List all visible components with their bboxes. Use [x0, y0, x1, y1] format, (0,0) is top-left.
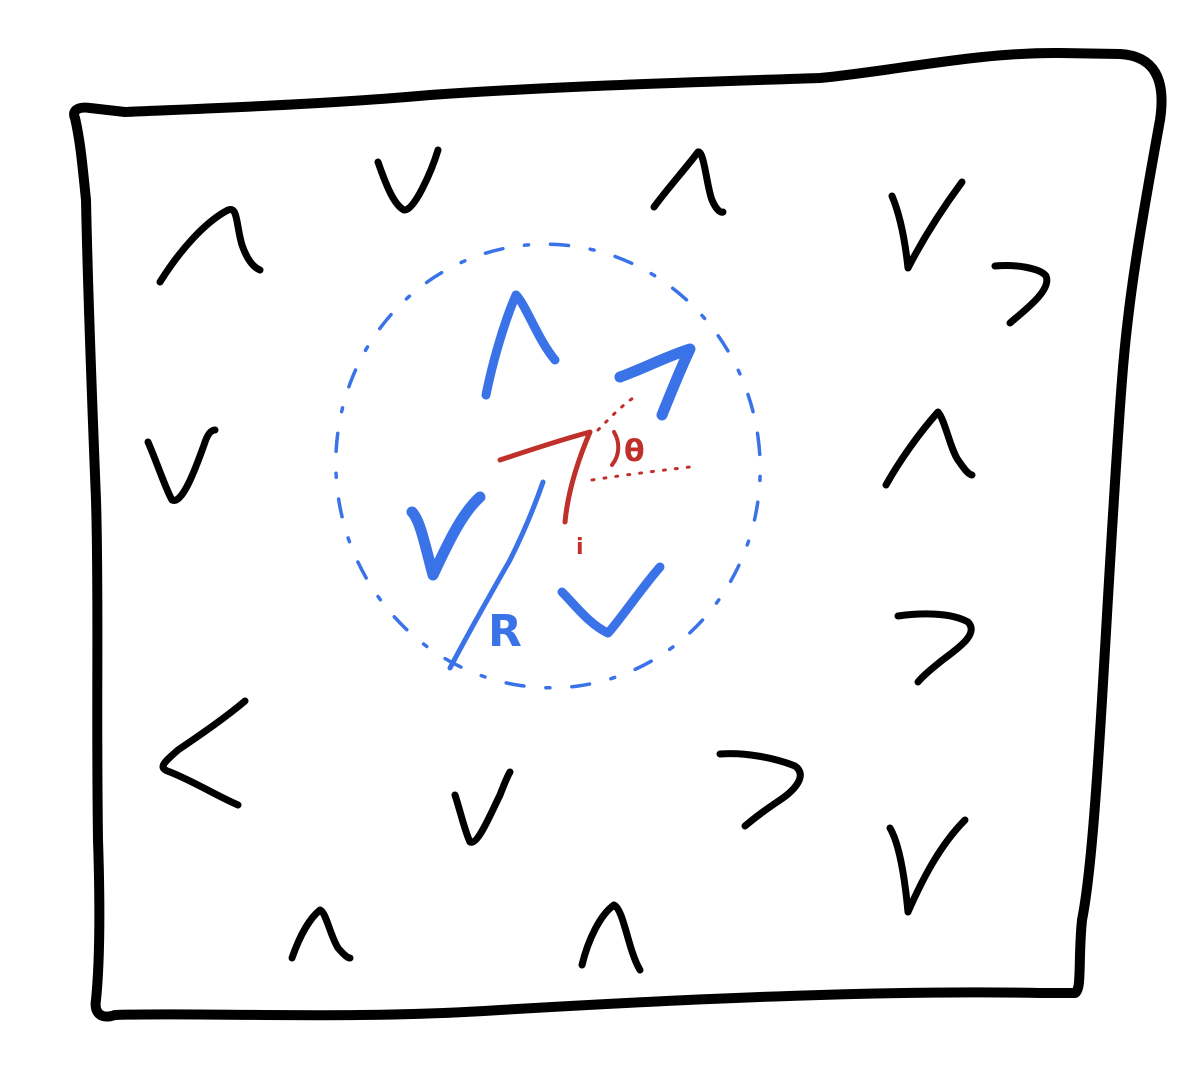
neighborhood-circle: [334, 242, 762, 690]
radius-label: R: [488, 606, 522, 657]
direction-dotted-line: [596, 394, 638, 432]
chevron-down-icon: [406, 491, 486, 581]
chevron-right-icon: [894, 610, 975, 686]
chevron-up-icon: [578, 901, 644, 974]
chevron-right-icon: [991, 262, 1051, 327]
radius-line: [447, 479, 546, 671]
chevron-up-icon: [288, 906, 354, 962]
reference-dotted-line: [590, 464, 700, 482]
chevron-up-icon: [650, 148, 727, 216]
angle-arc: [610, 430, 621, 467]
chevron-left-icon: [159, 697, 249, 809]
chevron-up-icon: [156, 206, 264, 286]
angle-marker: [497, 394, 700, 525]
theta-label: θ: [624, 434, 645, 469]
chevron-down-icon: [886, 816, 969, 916]
chevron-upright-icon: [614, 343, 696, 421]
outer-frame: [69, 47, 1167, 1022]
chevron-down-icon: [888, 178, 966, 272]
chevron-up-icon: [882, 408, 976, 489]
chevron-down-icon: [557, 562, 665, 638]
inner-chevrons: [406, 290, 696, 638]
index-label: i: [576, 535, 584, 560]
chevron-down-icon: [374, 146, 442, 214]
outer-chevrons: [144, 146, 1051, 974]
center-chevron: [497, 429, 593, 525]
chevron-up-icon: [481, 290, 560, 400]
chevron-down-icon: [451, 768, 514, 846]
chevron-down-icon: [144, 426, 219, 504]
chevron-right-icon: [716, 750, 804, 830]
